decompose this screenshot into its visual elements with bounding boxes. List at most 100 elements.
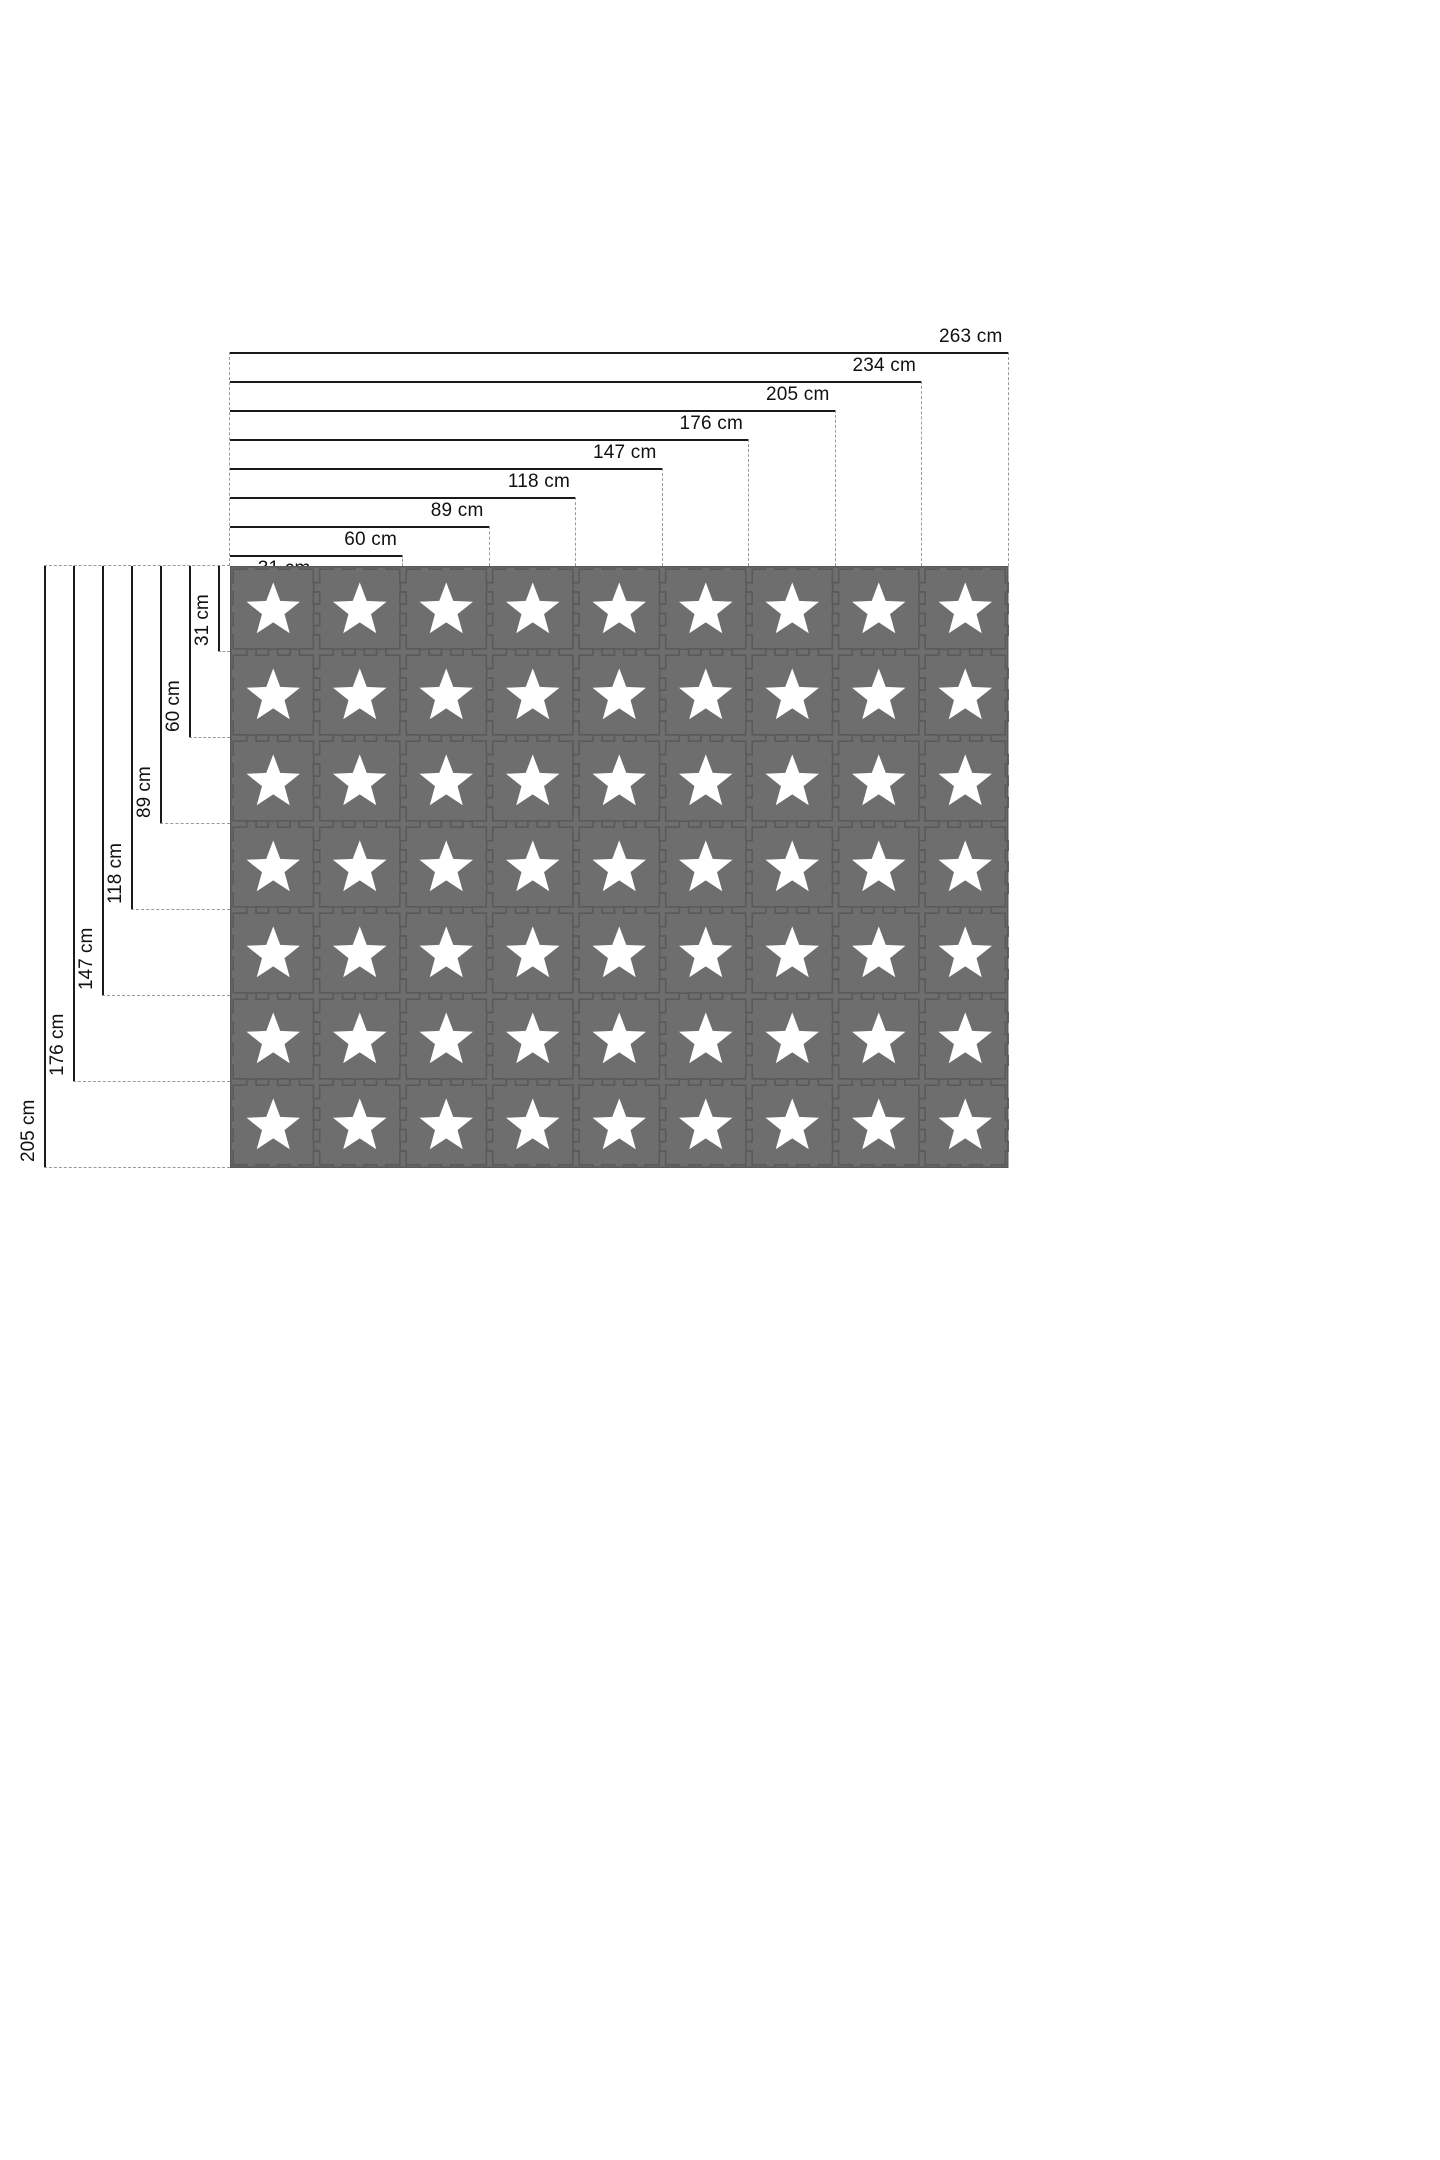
- star-icon: [246, 582, 300, 634]
- mat-tile: [918, 648, 1009, 742]
- star-icon: [592, 1012, 646, 1064]
- mat-tile: [230, 906, 321, 1000]
- mat-tile: [918, 734, 1009, 828]
- mat-tile: [918, 820, 1009, 914]
- dimension-line: [230, 439, 749, 441]
- mat-tile: [658, 566, 753, 656]
- mat-tile: [831, 734, 926, 828]
- mat-tile: [572, 1078, 667, 1168]
- mat-tile: [572, 566, 667, 656]
- mat-tile: [230, 734, 321, 828]
- mat-tile: [831, 1078, 926, 1168]
- star-icon: [246, 840, 300, 892]
- leader-line-horizontal: [102, 995, 230, 996]
- mat-tile: [485, 648, 580, 742]
- dimension-label: 118 cm: [507, 471, 570, 492]
- dimension-line: [102, 566, 104, 996]
- star-icon: [333, 668, 387, 720]
- leader-line-horizontal: [44, 1167, 230, 1168]
- star-icon: [679, 1012, 733, 1064]
- star-icon: [679, 840, 733, 892]
- mat-tile: [485, 1078, 580, 1168]
- star-icon: [333, 754, 387, 806]
- mat-tile: [572, 648, 667, 742]
- star-icon: [938, 1012, 992, 1064]
- star-icon: [419, 926, 473, 978]
- dimension-label: 147 cm: [76, 927, 97, 990]
- leader-line-vertical: [748, 439, 749, 566]
- dimension-line: [230, 468, 663, 470]
- mat-tile: [831, 992, 926, 1086]
- mat-tile: [831, 648, 926, 742]
- dimension-line: [230, 497, 576, 499]
- leader-line-vertical: [488, 526, 490, 566]
- star-icon: [592, 1098, 646, 1150]
- dimension-line: [73, 566, 75, 1082]
- mat-tile: [312, 734, 407, 828]
- star-icon: [506, 926, 560, 978]
- mat-tile: [312, 992, 407, 1086]
- mat-tile: [312, 1078, 407, 1168]
- mat-tile: [230, 566, 321, 656]
- leader-line-horizontal: [131, 909, 230, 910]
- star-icon: [765, 1012, 819, 1064]
- leader-line-horizontal: [189, 737, 230, 738]
- star-icon: [938, 668, 992, 720]
- star-icon: [333, 582, 387, 634]
- mat-tile: [745, 734, 840, 828]
- dimension-line: [160, 566, 162, 824]
- star-icon: [506, 1012, 560, 1064]
- star-icon: [938, 1098, 992, 1150]
- mat-tile: [485, 734, 580, 828]
- mat-tile: [312, 820, 407, 914]
- mat-tile: [831, 820, 926, 914]
- star-icon: [852, 582, 906, 634]
- star-icon: [246, 926, 300, 978]
- star-icon: [679, 668, 733, 720]
- star-icon: [679, 926, 733, 978]
- mat-tile: [658, 1078, 753, 1168]
- star-icon: [852, 668, 906, 720]
- dimension-label: 147 cm: [592, 442, 657, 463]
- dimension-line: [131, 566, 133, 910]
- star-icon: [506, 1098, 560, 1150]
- leader-line-vertical: [229, 352, 230, 566]
- dimension-label: 234 cm: [852, 355, 916, 376]
- star-icon: [333, 1012, 387, 1064]
- dimension-line: [230, 526, 490, 528]
- mat-tile: [745, 648, 840, 742]
- star-icon: [852, 926, 906, 978]
- mat-tile: [658, 648, 753, 742]
- star-icon: [506, 668, 560, 720]
- star-icon: [419, 1012, 473, 1064]
- mat-tile: [572, 820, 667, 914]
- dimension-label: 60 cm: [163, 680, 184, 732]
- star-icon: [419, 582, 473, 634]
- mat-tile: [399, 1078, 494, 1168]
- mat-tile: [745, 906, 840, 1000]
- star-icon: [765, 840, 819, 892]
- star-icon: [938, 582, 992, 634]
- mat-tile: [918, 992, 1009, 1086]
- star-icon: [246, 754, 300, 806]
- star-icon: [419, 668, 473, 720]
- star-icon: [679, 754, 733, 806]
- dimension-line: [189, 566, 191, 738]
- star-icon: [333, 1098, 387, 1150]
- dimension-line: [230, 555, 403, 557]
- leader-line-vertical: [575, 497, 576, 566]
- star-icon: [852, 1012, 906, 1064]
- leader-line-horizontal: [218, 651, 230, 652]
- mat-tile: [230, 992, 321, 1086]
- mat-tile: [745, 992, 840, 1086]
- mat-tile-grid: [230, 566, 1009, 1168]
- dimension-line: [230, 381, 922, 383]
- dimension-label: 176 cm: [679, 413, 743, 434]
- mat-tile: [312, 648, 407, 742]
- dimension-label: 118 cm: [105, 843, 126, 904]
- mat-tile: [312, 906, 407, 1000]
- mat-tile: [485, 566, 580, 656]
- star-icon: [852, 840, 906, 892]
- leader-line-vertical: [834, 410, 836, 566]
